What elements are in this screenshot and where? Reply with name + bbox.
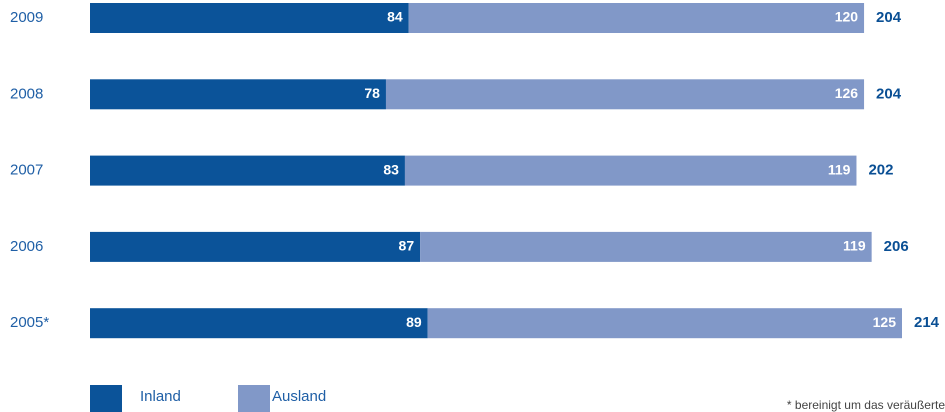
value-label: 84 bbox=[387, 9, 403, 25]
bar-segment bbox=[408, 3, 865, 33]
value-label: 87 bbox=[399, 238, 415, 254]
category-label: 2007 bbox=[10, 162, 43, 179]
category-label: 2008 bbox=[10, 85, 43, 102]
total-label: 202 bbox=[868, 162, 893, 179]
bar-segment bbox=[90, 231, 421, 262]
total-label: 204 bbox=[876, 85, 902, 102]
legend-label: Ausland bbox=[272, 388, 326, 405]
total-label: 214 bbox=[914, 314, 940, 331]
value-label: 83 bbox=[383, 161, 399, 177]
value-label: 119 bbox=[843, 238, 866, 254]
value-label: 125 bbox=[873, 314, 897, 330]
value-label: 89 bbox=[406, 314, 422, 330]
value-label: 120 bbox=[835, 9, 859, 25]
footnote: * bereinigt um das veräußerte bbox=[787, 398, 945, 412]
category-label: 2006 bbox=[10, 238, 43, 255]
total-label: 206 bbox=[884, 238, 909, 255]
bar-segment bbox=[90, 155, 405, 186]
total-label: 204 bbox=[876, 9, 902, 26]
bar-segment bbox=[90, 79, 386, 110]
value-label: 119 bbox=[828, 161, 851, 177]
legend-label: Inland bbox=[140, 388, 181, 405]
bar-segment bbox=[385, 79, 865, 110]
bar-segment bbox=[90, 308, 428, 339]
value-label: 78 bbox=[364, 85, 380, 101]
legend-swatch bbox=[238, 385, 270, 412]
bar-segment bbox=[420, 231, 872, 262]
bar-segment bbox=[404, 155, 857, 186]
category-label: 2009 bbox=[10, 9, 43, 26]
category-label: 2005* bbox=[10, 314, 49, 331]
bar-segment bbox=[90, 3, 409, 33]
legend-swatch bbox=[90, 385, 122, 412]
bar-segment bbox=[427, 308, 902, 339]
value-label: 126 bbox=[835, 85, 859, 101]
